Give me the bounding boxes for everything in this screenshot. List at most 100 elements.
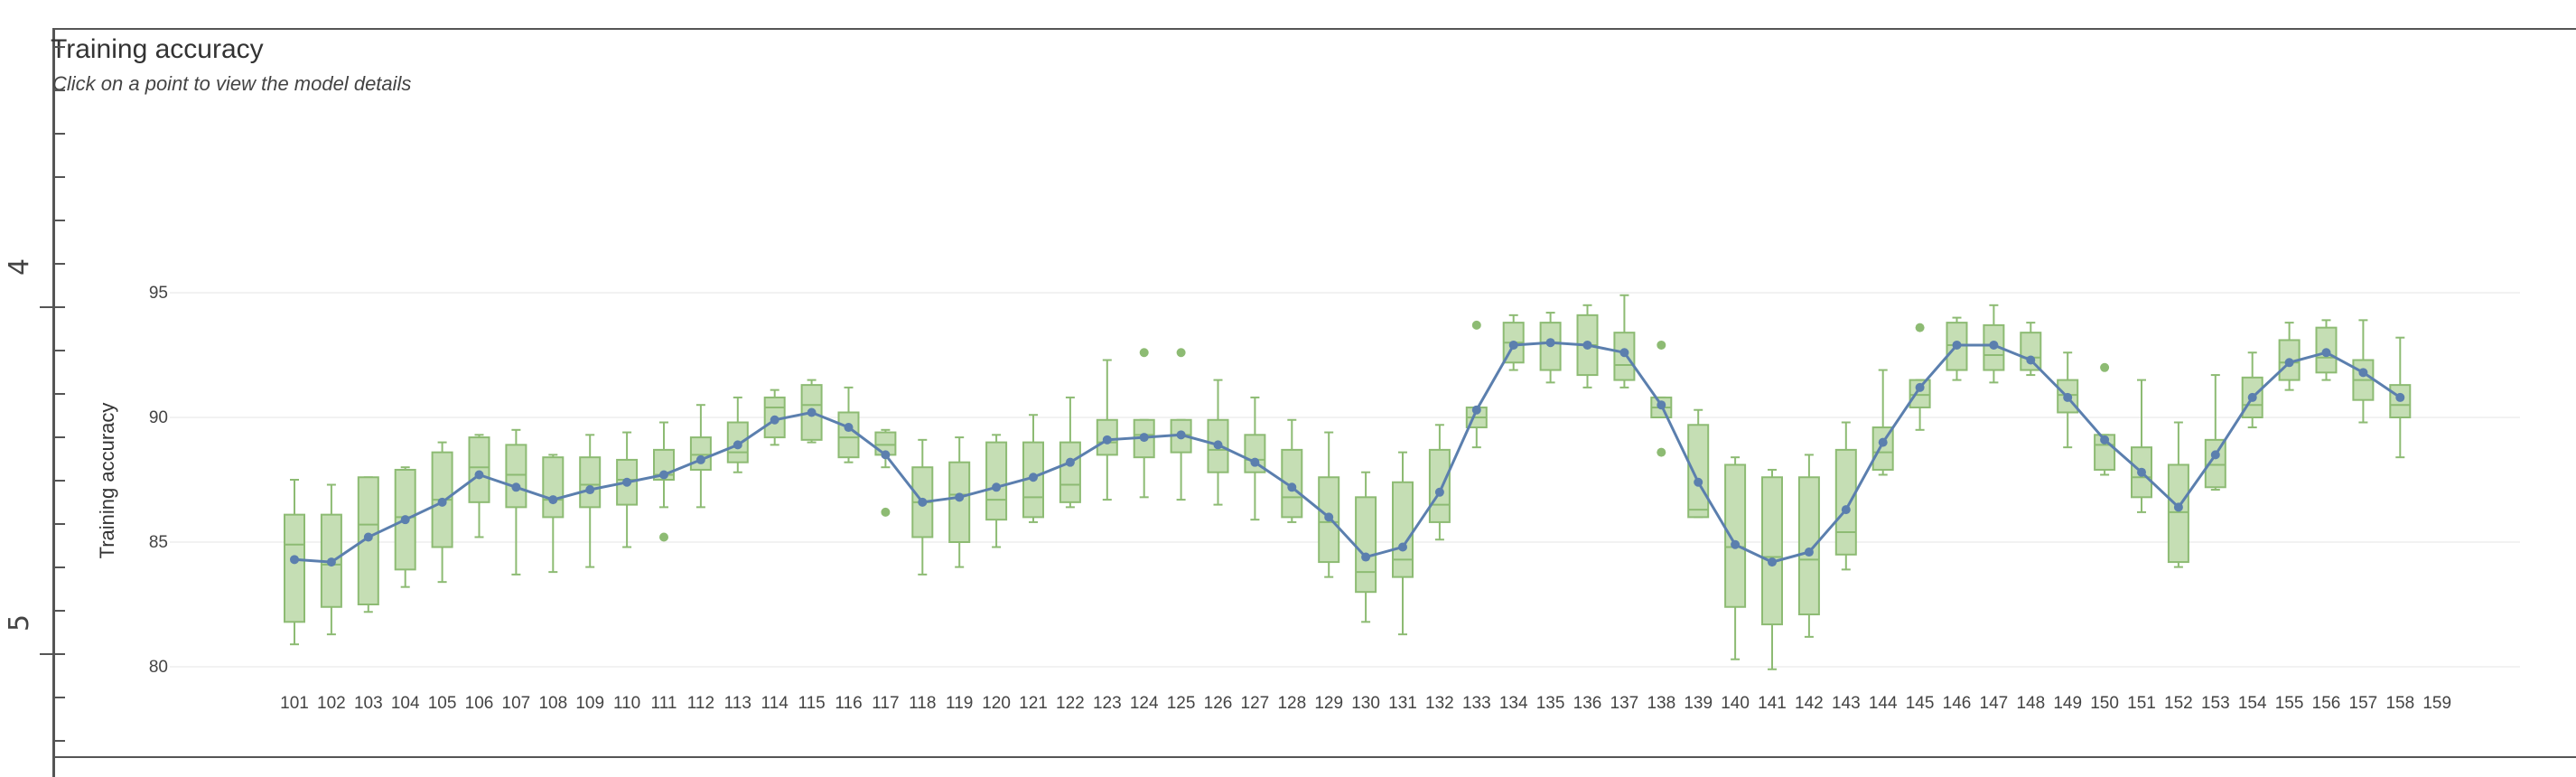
box-151 <box>2131 379 2152 513</box>
series-point-134[interactable] <box>1508 340 1518 350</box>
series-point-108[interactable] <box>548 495 558 505</box>
box-155 <box>2278 322 2301 391</box>
series-point-118[interactable] <box>918 497 928 507</box>
box-121 <box>1022 414 1044 523</box>
series-point-147[interactable] <box>1989 340 1999 350</box>
series-point-104[interactable] <box>400 515 410 525</box>
box-103 <box>357 476 379 613</box>
series-point-154[interactable] <box>2247 392 2257 402</box>
series-point-120[interactable] <box>992 482 1002 492</box>
series-point-139[interactable] <box>1694 477 1703 487</box>
series-point-106[interactable] <box>474 470 484 480</box>
x-tick-label: 145 <box>1906 694 1935 713</box>
box-outlier <box>1139 348 1149 358</box>
series-point-102[interactable] <box>326 557 336 567</box>
box-119 <box>948 436 971 568</box>
series-point-103[interactable] <box>363 532 373 542</box>
series-point-136[interactable] <box>1582 340 1592 350</box>
box-130 <box>1355 471 1377 623</box>
frame-left-ruler <box>52 28 55 777</box>
series-point-111[interactable] <box>659 470 668 480</box>
y-tick-label: 85 <box>149 533 168 552</box>
box-body <box>1724 463 1747 608</box>
box-body <box>1059 441 1081 503</box>
x-tick-label: 122 <box>1056 694 1085 713</box>
x-tick-label: 109 <box>575 694 604 713</box>
series-point-113[interactable] <box>733 440 742 450</box>
series-point-127[interactable] <box>1250 457 1260 467</box>
series-point-121[interactable] <box>1029 473 1038 482</box>
series-point-119[interactable] <box>955 492 965 502</box>
series-point-131[interactable] <box>1398 542 1407 552</box>
series-point-123[interactable] <box>1102 435 1112 445</box>
series-point-109[interactable] <box>585 485 595 495</box>
series-point-133[interactable] <box>1471 405 1481 415</box>
x-tick-label: 108 <box>538 694 567 713</box>
series-point-153[interactable] <box>2210 450 2220 460</box>
series-point-124[interactable] <box>1139 433 1149 443</box>
series-point-135[interactable] <box>1545 338 1555 348</box>
x-tick-label: 101 <box>280 694 309 713</box>
grid-lines <box>170 292 2520 668</box>
box-body <box>1871 426 1894 471</box>
series-point-149[interactable] <box>2063 392 2073 402</box>
series-point-116[interactable] <box>844 423 854 433</box>
series-point-128[interactable] <box>1287 482 1297 492</box>
x-tick-label: 102 <box>317 694 346 713</box>
x-tick-label: 117 <box>872 694 899 713</box>
x-tick-label: 123 <box>1093 694 1122 713</box>
series-point-137[interactable] <box>1619 348 1629 358</box>
series-point-143[interactable] <box>1841 505 1851 515</box>
x-tick-label: 110 <box>613 694 640 713</box>
box-143 <box>1834 421 1857 571</box>
series-point-144[interactable] <box>1878 437 1888 447</box>
series-point-112[interactable] <box>695 454 705 464</box>
series-point-156[interactable] <box>2321 348 2331 358</box>
series-point-114[interactable] <box>770 415 779 425</box>
series-point-152[interactable] <box>2173 502 2183 512</box>
x-tick-label: 151 <box>2127 694 2156 713</box>
series-point-101[interactable] <box>290 555 299 565</box>
x-tick-label: 147 <box>1980 694 2009 713</box>
box-152 <box>2167 421 2189 568</box>
box-body <box>689 436 712 471</box>
series-point-130[interactable] <box>1361 552 1371 562</box>
frame-top-border <box>54 28 2576 30</box>
series-point-125[interactable] <box>1176 430 1186 440</box>
x-tick-label: 128 <box>1277 694 1306 713</box>
box-101 <box>284 479 305 646</box>
series-point-155[interactable] <box>2284 358 2294 368</box>
x-tick-label: 149 <box>2053 694 2082 713</box>
box-outlier <box>881 507 891 517</box>
series-point-129[interactable] <box>1324 512 1334 522</box>
series-point-157[interactable] <box>2358 368 2368 378</box>
box-116 <box>837 386 860 463</box>
box-145 <box>1909 323 1931 431</box>
series-point-126[interactable] <box>1213 440 1223 450</box>
series-point-142[interactable] <box>1804 548 1814 557</box>
box-104 <box>394 466 416 588</box>
x-tick-label: 120 <box>982 694 1011 713</box>
series-point-132[interactable] <box>1434 487 1444 497</box>
series-point-145[interactable] <box>1915 382 1925 392</box>
series-point-107[interactable] <box>511 482 521 492</box>
series-point-117[interactable] <box>881 450 891 460</box>
series-point-150[interactable] <box>2100 435 2110 445</box>
series-point-146[interactable] <box>1952 340 1962 350</box>
y-tick-label: 95 <box>149 284 168 303</box>
series-point-151[interactable] <box>2137 467 2146 477</box>
x-tick-label: 134 <box>1499 694 1528 713</box>
box-142 <box>1797 454 1820 638</box>
x-tick-label: 130 <box>1351 694 1380 713</box>
series-point-140[interactable] <box>1731 539 1741 549</box>
series-point-122[interactable] <box>1065 457 1075 467</box>
series-point-148[interactable] <box>2026 355 2036 365</box>
series-point-158[interactable] <box>2395 392 2405 402</box>
x-tick-label: 154 <box>2238 694 2267 713</box>
series-point-141[interactable] <box>1768 557 1777 567</box>
series-point-138[interactable] <box>1657 400 1666 410</box>
series-point-110[interactable] <box>622 477 632 487</box>
series-point-105[interactable] <box>437 497 447 507</box>
series-point-115[interactable] <box>807 407 817 417</box>
